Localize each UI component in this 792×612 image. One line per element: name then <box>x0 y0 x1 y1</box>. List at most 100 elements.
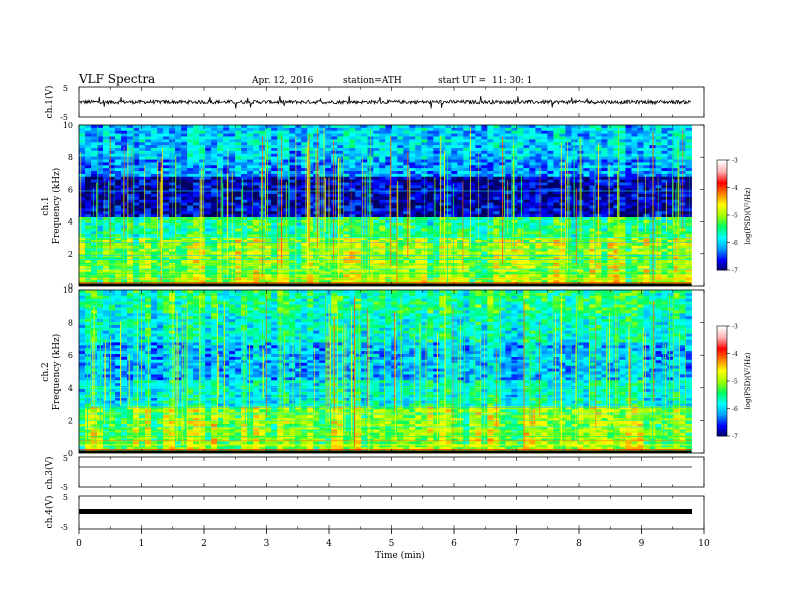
spectrogram-cell <box>379 150 386 155</box>
spectrogram-cell <box>637 214 644 218</box>
spectrogram-cell <box>559 211 566 215</box>
spectrogram-cell <box>247 219 254 224</box>
spectrogram-cell <box>139 133 146 137</box>
spectrogram-cell <box>535 168 542 172</box>
spectrogram-cell <box>613 234 620 238</box>
spectrogram-cell <box>505 231 512 235</box>
spectrogram-cell <box>631 139 638 143</box>
spectrogram-cell <box>235 150 242 155</box>
spectrogram-cell <box>541 130 548 135</box>
spectrogram-cell <box>211 185 218 189</box>
spectrogram-cell <box>469 211 476 215</box>
spectrogram-cell <box>457 237 464 241</box>
spectrogram-cell <box>217 234 224 238</box>
spectrogram-cell <box>589 133 596 137</box>
spectrogram-cell <box>187 168 194 172</box>
spectrogram-cell <box>163 217 170 221</box>
spectrogram-cell <box>103 168 110 172</box>
spectrogram-cell <box>211 194 218 198</box>
spectrogram-cell <box>301 191 308 195</box>
spectrogram-cell <box>103 222 110 227</box>
spectrogram-cell <box>511 133 518 137</box>
spectrogram-cell <box>187 130 194 135</box>
spectrogram-cell <box>607 188 614 192</box>
spectrogram-cell <box>79 251 86 255</box>
spectrogram-cell <box>355 188 362 192</box>
spectrogram-cell <box>265 214 272 218</box>
spectrogram-cell <box>577 150 584 155</box>
spectrogram-cell <box>445 237 452 241</box>
spectrogram-cell <box>145 173 152 178</box>
spectrogram-cell <box>529 127 536 132</box>
spectrogram-cell <box>283 130 290 135</box>
spectrogram-cell <box>217 263 224 267</box>
spectrogram-cell <box>349 228 356 232</box>
spectrogram-cell <box>343 153 350 158</box>
spectrogram-cell <box>475 242 482 247</box>
spectrogram-cell <box>517 145 524 149</box>
spectrogram-cell <box>547 217 554 221</box>
spectrogram-cell <box>397 231 404 235</box>
spectrogram-cell <box>241 188 248 192</box>
spectrogram-cell <box>463 254 470 258</box>
spectrogram-cell <box>289 176 296 181</box>
spectrogram-cell <box>241 254 248 258</box>
spectrogram-cell <box>253 217 260 221</box>
spectrogram-cell <box>247 136 254 140</box>
spectrogram-cell <box>235 182 242 186</box>
spectrogram-cell <box>625 179 632 183</box>
spectrogram-cell <box>481 237 488 241</box>
spectrogram-cell <box>655 219 662 224</box>
spectrogram-cell <box>523 248 530 252</box>
spectrogram-cell <box>577 168 584 172</box>
spectrogram-cell <box>523 182 530 186</box>
spectrogram-cell <box>643 205 650 209</box>
spectrogram-cell <box>637 248 644 252</box>
spectrogram-cell <box>205 217 212 221</box>
spectrogram-cell <box>667 182 674 186</box>
spectrogram-cell <box>241 139 248 143</box>
spectrogram-cell <box>481 248 488 252</box>
spectrogram-cell <box>445 234 452 238</box>
spectrogram-cell <box>175 194 182 198</box>
spectrogram-cell <box>631 191 638 195</box>
spectrogram-cell <box>553 194 560 198</box>
spectrogram-cell <box>349 202 356 206</box>
spectrogram-cell <box>619 214 626 218</box>
spectrogram-cell <box>613 237 620 241</box>
spectrogram-cell <box>505 254 512 258</box>
spectrogram-cell <box>157 127 164 132</box>
spectrogram-cell <box>97 245 104 250</box>
spectrogram-cell <box>469 240 476 244</box>
spectrogram-cell <box>487 139 494 143</box>
spectrogram-cell <box>571 242 578 247</box>
spectrogram-cell <box>175 185 182 189</box>
spectrogram-cell <box>97 222 104 227</box>
spectrogram-cell <box>637 165 644 169</box>
spectrogram-cell <box>541 214 548 218</box>
spectrogram-cell <box>427 136 434 140</box>
spectrogram-cell <box>607 182 614 186</box>
spectrogram-cell <box>301 219 308 224</box>
spectrogram-cell <box>487 159 494 163</box>
spectrogram-cell <box>157 165 164 169</box>
spectrogram-cell <box>271 139 278 143</box>
spectrogram-cell <box>505 139 512 143</box>
spectrogram-cell <box>187 199 194 204</box>
spectrogram-cell <box>583 127 590 132</box>
spectrogram-cell <box>199 257 206 261</box>
spectrogram-cell <box>655 159 662 163</box>
spectrogram-cell <box>181 214 188 218</box>
spectrogram-cell <box>307 222 314 227</box>
spectrogram-cell <box>547 191 554 195</box>
spectrogram-cell <box>205 191 212 195</box>
spectrogram-cell <box>205 263 212 267</box>
spectrogram-cell <box>685 231 692 235</box>
spectrogram-cell <box>391 231 398 235</box>
spectrogram-cell <box>379 145 386 149</box>
spectrogram-cell <box>679 257 686 261</box>
spectrogram-cell <box>661 219 668 224</box>
spectrogram-cell <box>391 185 398 189</box>
spectrogram-cell <box>559 133 566 137</box>
spectrogram-cell <box>475 194 482 198</box>
